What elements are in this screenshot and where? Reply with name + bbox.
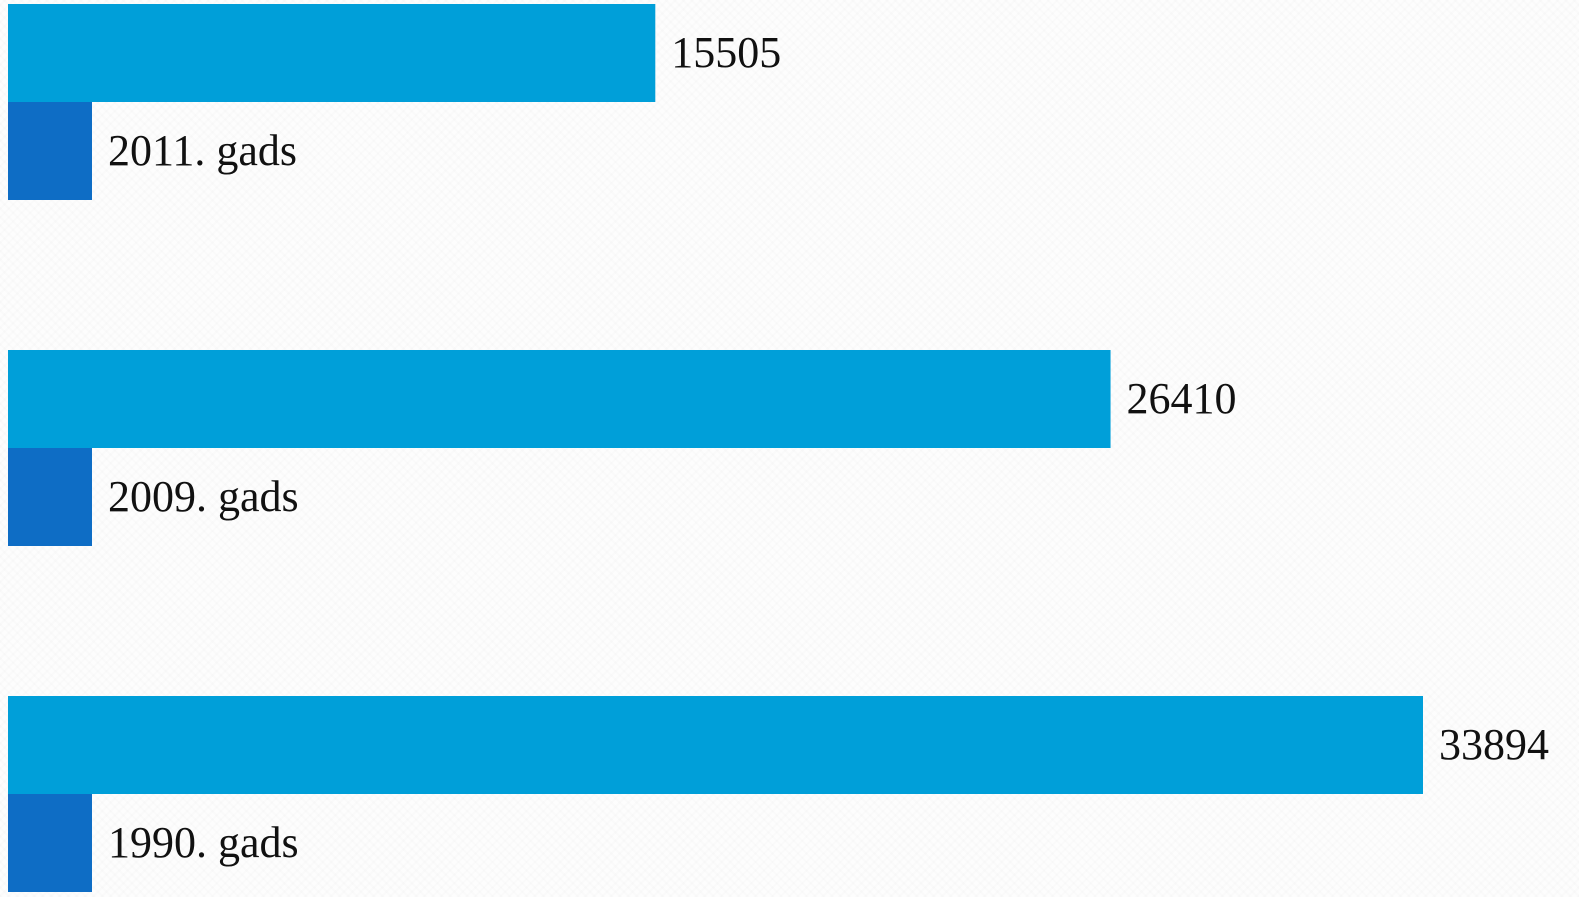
category-marker [8,794,92,892]
bar-group: 15505 2011. gads [8,4,781,200]
category-label: 2009. gads [108,472,299,521]
bar-group: 26410 2009. gads [8,350,1237,546]
category-label: 2011. gads [108,126,297,175]
category-marker [8,102,92,200]
bars-layer: 15505 2011. gads 26410 2009. gads 33894 1990.… [8,4,1549,892]
bar [8,4,656,102]
bar-value-label: 26410 [1127,374,1237,423]
category-label: 1990. gads [108,818,299,867]
bar [8,696,1423,794]
bar-group: 33894 1990. gads [8,696,1549,892]
category-marker [8,448,92,546]
bar-value-label: 15505 [671,28,781,77]
bar [8,350,1111,448]
bar-value-label: 33894 [1439,720,1549,769]
